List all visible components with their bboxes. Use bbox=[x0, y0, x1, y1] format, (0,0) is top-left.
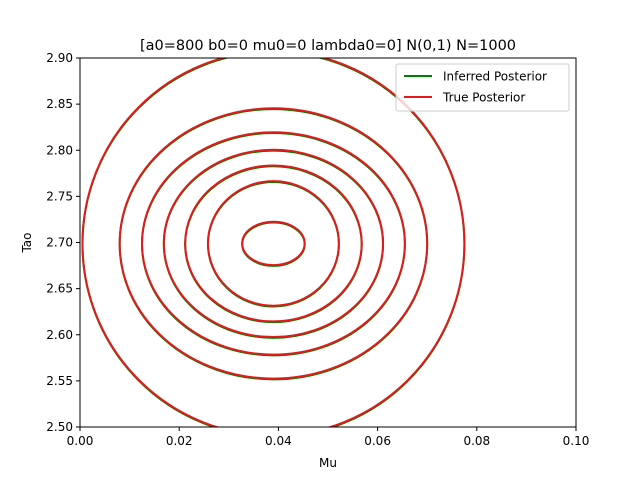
x-tick-label: 0.04 bbox=[265, 434, 292, 448]
x-axis-label: Mu bbox=[319, 456, 337, 470]
true-posterior-contour bbox=[184, 164, 363, 323]
chart-title: [a0=800 b0=0 mu0=0 lambda0=0] N(0,1) N=1… bbox=[140, 38, 516, 54]
y-tick-label: 2.65 bbox=[46, 282, 73, 296]
true-posterior-contour bbox=[141, 131, 406, 356]
legend-label-inferred: Inferred Posterior bbox=[443, 70, 547, 84]
true-posterior-contour bbox=[162, 148, 385, 339]
true-posterior-contour bbox=[81, 58, 466, 427]
x-tick-label: 0.00 bbox=[67, 434, 94, 448]
legend-box bbox=[395, 63, 570, 112]
x-tick-label: 0.08 bbox=[463, 434, 490, 448]
true-posterior-contour bbox=[241, 220, 306, 267]
y-tick-label: 2.80 bbox=[46, 143, 73, 157]
y-tick-label: 2.55 bbox=[46, 374, 73, 388]
y-axis-label: Tao bbox=[20, 232, 34, 253]
x-tick-label: 0.02 bbox=[166, 434, 193, 448]
true-posterior-contour bbox=[206, 180, 340, 307]
x-axis-ticks: 0.00 0.02 0.04 0.06 0.08 0.10 bbox=[67, 427, 590, 448]
x-tick-label: 0.10 bbox=[563, 434, 590, 448]
legend: Inferred Posterior True Posterior bbox=[395, 63, 570, 112]
y-tick-label: 2.90 bbox=[46, 51, 73, 65]
y-axis-ticks: 2.50 2.55 2.60 2.65 2.70 2.75 2.80 2.85 2.90 bbox=[46, 51, 80, 434]
x-tick-label: 0.06 bbox=[364, 434, 391, 448]
legend-label-true: True Posterior bbox=[442, 91, 525, 105]
y-tick-label: 2.75 bbox=[46, 189, 73, 203]
y-tick-label: 2.50 bbox=[46, 420, 73, 434]
y-tick-label: 2.85 bbox=[46, 97, 73, 111]
y-tick-label: 2.60 bbox=[46, 328, 73, 342]
true-posterior-contour bbox=[118, 107, 429, 380]
y-tick-label: 2.70 bbox=[46, 236, 73, 250]
contour-lines bbox=[81, 58, 466, 427]
